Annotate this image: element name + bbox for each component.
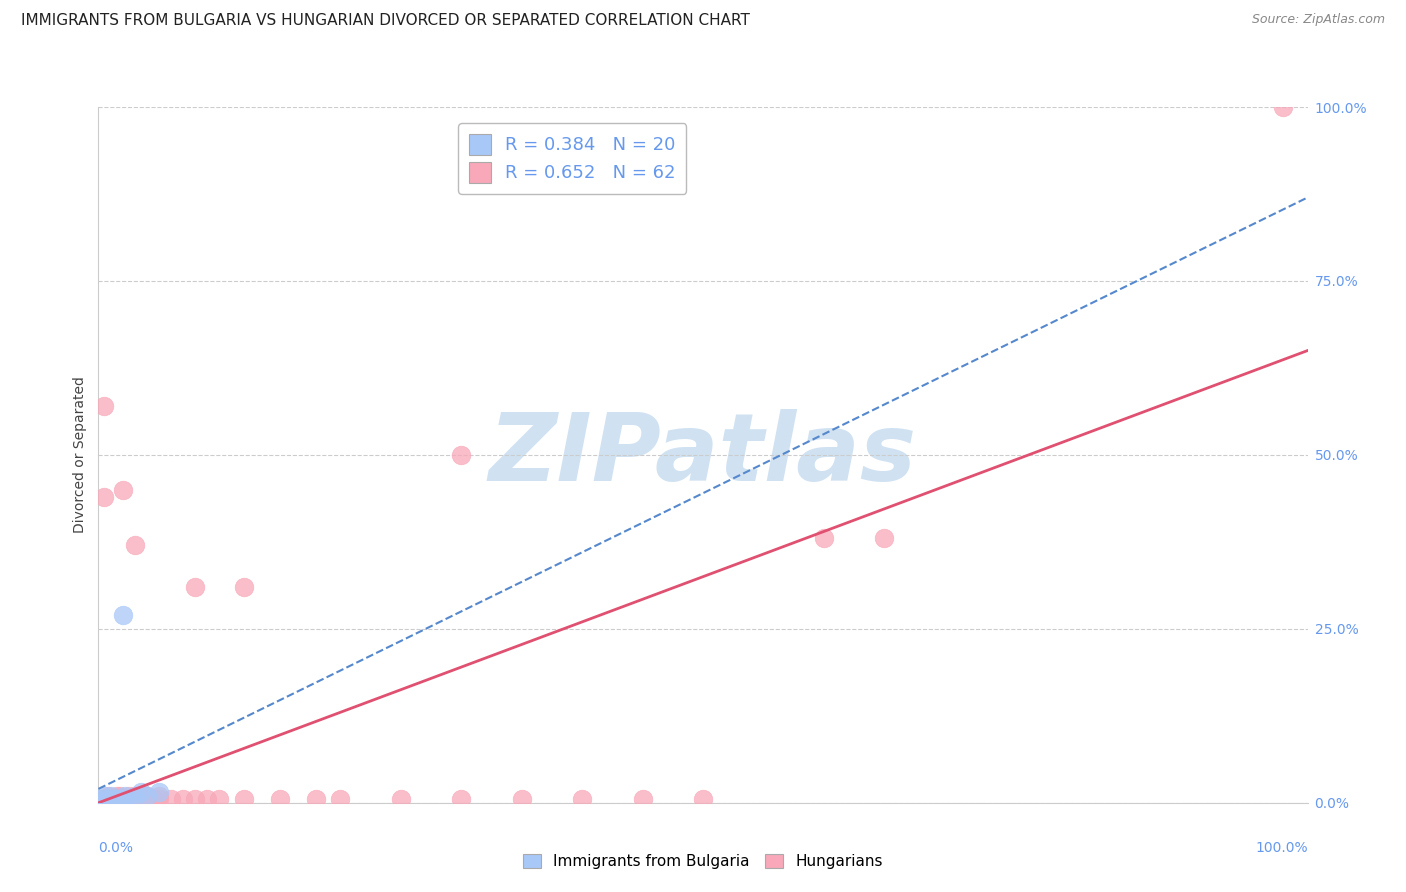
Point <box>813 532 835 546</box>
Point <box>105 796 128 810</box>
Point <box>111 607 134 622</box>
Point <box>127 792 149 806</box>
Point <box>111 796 134 810</box>
Point <box>108 792 131 806</box>
Point <box>389 792 412 806</box>
Point <box>94 792 117 806</box>
Point <box>135 789 157 803</box>
Point <box>134 792 156 806</box>
Y-axis label: Divorced or Separated: Divorced or Separated <box>73 376 87 533</box>
Point <box>91 792 114 806</box>
Point <box>93 792 115 806</box>
Point <box>108 796 131 810</box>
Point <box>111 792 134 806</box>
Point <box>510 792 533 806</box>
Point <box>97 789 120 803</box>
Point <box>129 792 152 806</box>
Point <box>184 792 207 806</box>
Point <box>124 789 146 803</box>
Point <box>93 399 115 413</box>
Point <box>142 792 165 806</box>
Point <box>208 792 231 806</box>
Point <box>571 792 593 806</box>
Point <box>111 792 134 806</box>
Text: Source: ZipAtlas.com: Source: ZipAtlas.com <box>1251 13 1385 27</box>
Point <box>135 792 157 806</box>
Point <box>129 789 152 803</box>
Point <box>93 490 115 504</box>
Point <box>108 792 131 806</box>
Point <box>114 792 136 806</box>
Point <box>97 796 120 810</box>
Point <box>101 792 124 806</box>
Point <box>232 580 254 594</box>
Point <box>100 796 122 810</box>
Point <box>101 792 124 806</box>
Point <box>93 789 115 803</box>
Point <box>873 532 896 546</box>
Point <box>118 792 141 806</box>
Point <box>450 792 472 806</box>
Point <box>124 789 146 803</box>
Point <box>108 789 131 803</box>
Point <box>184 580 207 594</box>
Point <box>305 792 328 806</box>
Point <box>96 792 118 806</box>
Point <box>91 792 114 806</box>
Point <box>135 789 157 803</box>
Point <box>269 792 291 806</box>
Point <box>124 538 146 552</box>
Point <box>129 785 152 799</box>
Point <box>105 792 128 806</box>
Point <box>98 792 121 806</box>
Point <box>692 792 714 806</box>
Point <box>100 789 122 803</box>
Point <box>96 796 118 810</box>
Point <box>148 792 170 806</box>
Point <box>94 796 117 810</box>
Point <box>97 796 120 810</box>
Point <box>111 483 134 497</box>
Text: 100.0%: 100.0% <box>1256 841 1308 855</box>
Point <box>103 796 125 810</box>
Point <box>160 792 183 806</box>
Point <box>114 789 136 803</box>
Point <box>148 785 170 799</box>
Point <box>90 796 112 810</box>
Point <box>120 792 142 806</box>
Point <box>124 792 146 806</box>
Point <box>93 796 115 810</box>
Point <box>195 792 218 806</box>
Point <box>105 792 128 806</box>
Legend: Immigrants from Bulgaria, Hungarians: Immigrants from Bulgaria, Hungarians <box>516 848 890 875</box>
Point <box>172 792 194 806</box>
Point <box>98 796 121 810</box>
Point <box>450 448 472 462</box>
Legend: R = 0.384   N = 20, R = 0.652   N = 62: R = 0.384 N = 20, R = 0.652 N = 62 <box>458 123 686 194</box>
Point <box>118 792 141 806</box>
Point <box>93 796 115 810</box>
Point <box>105 789 128 803</box>
Text: ZIPatlas: ZIPatlas <box>489 409 917 501</box>
Point <box>148 789 170 803</box>
Point <box>118 789 141 803</box>
Point <box>114 796 136 810</box>
Point <box>100 792 122 806</box>
Point <box>329 792 352 806</box>
Point <box>631 792 654 806</box>
Text: IMMIGRANTS FROM BULGARIA VS HUNGARIAN DIVORCED OR SEPARATED CORRELATION CHART: IMMIGRANTS FROM BULGARIA VS HUNGARIAN DI… <box>21 13 749 29</box>
Text: 0.0%: 0.0% <box>98 841 134 855</box>
Point <box>1272 100 1295 114</box>
Point <box>100 796 122 810</box>
Point <box>232 792 254 806</box>
